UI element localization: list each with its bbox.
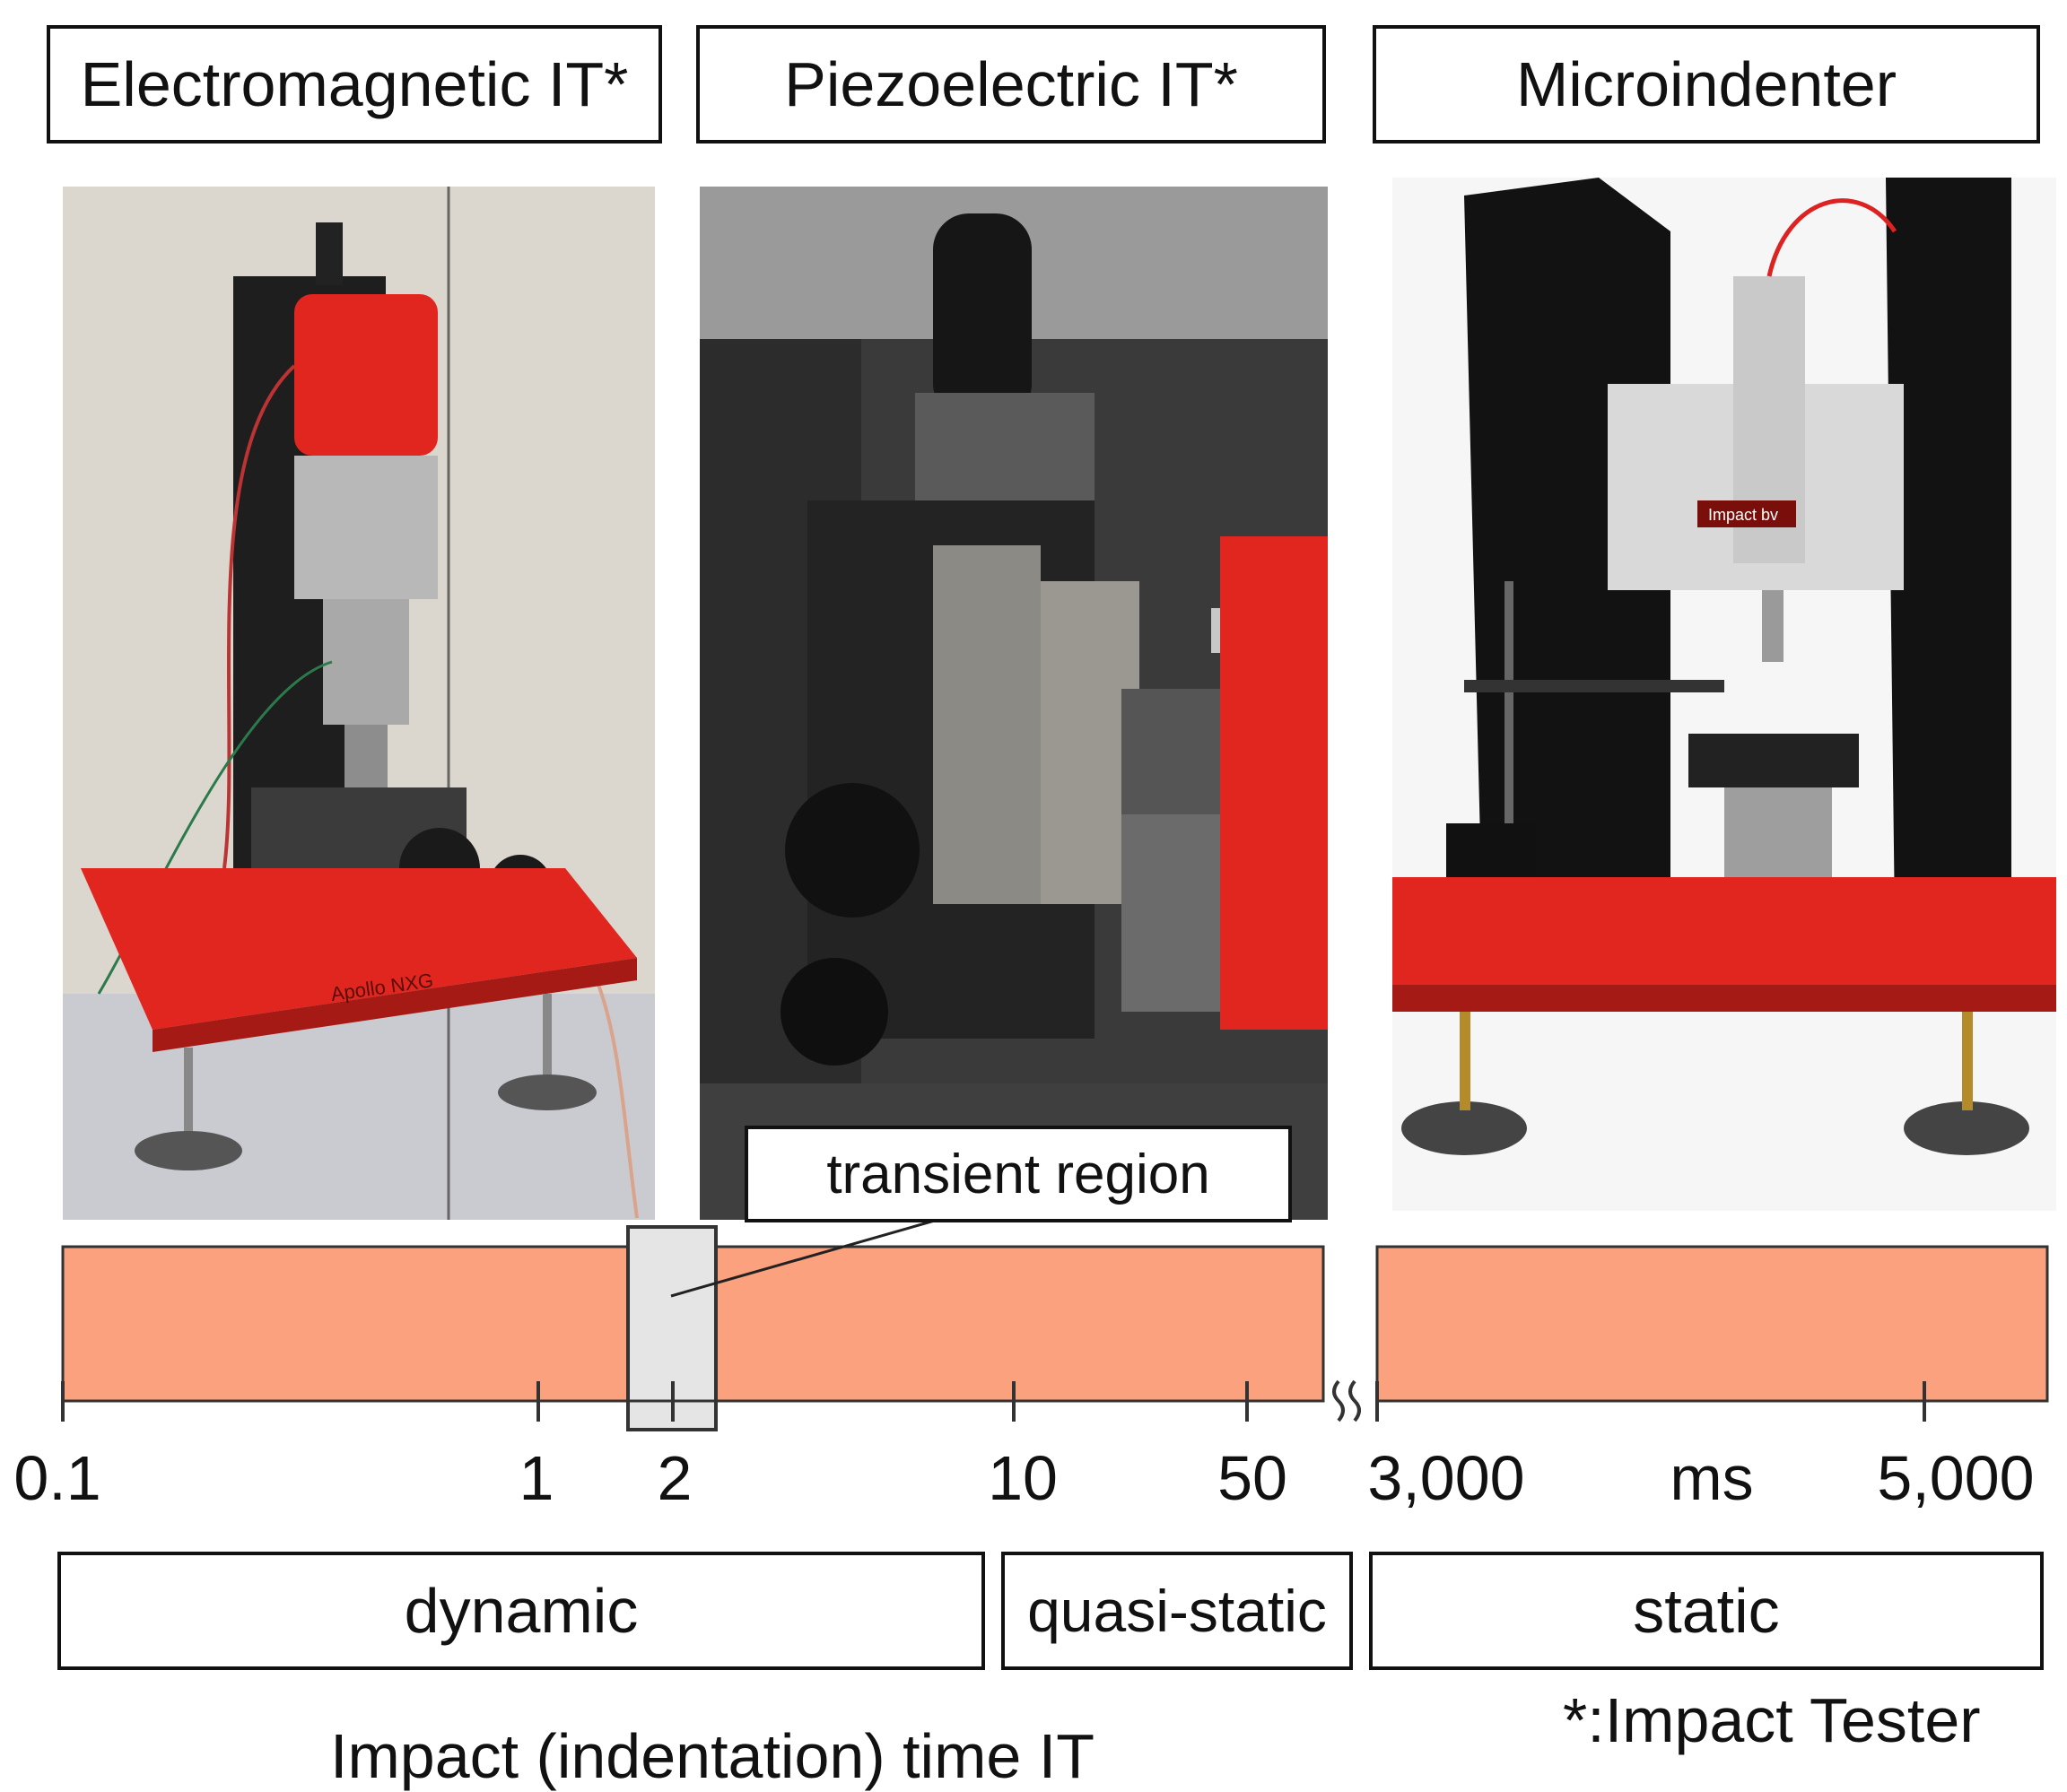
regime-static-label: static (1633, 1576, 1780, 1646)
timeline-band-right (1375, 1245, 2049, 1403)
time-axis-diagram (61, 1218, 2049, 1431)
piezoelectric-tester-illustration (700, 187, 1328, 1220)
tick-label-3000: 3,000 (1367, 1443, 1525, 1513)
regime-dynamic-label: dynamic (404, 1576, 639, 1646)
tick-label-0.1: 0.1 (13, 1443, 101, 1513)
tick-label-50: 50 (1217, 1443, 1287, 1513)
microindenter-illustration: Impact bv (1392, 178, 2056, 1211)
regime-dynamic: dynamic (57, 1552, 985, 1670)
tick-label-5000: 5,000 (1877, 1443, 2035, 1513)
microindenter-photo: Impact bv (1392, 178, 2056, 1211)
axis-unit-label: ms (1670, 1443, 1754, 1513)
header-piezoelectric-label: Piezoelectric IT* (784, 49, 1238, 119)
axis-title: Impact (indentation) time IT (330, 1721, 1095, 1791)
electromagnetic-impact-tester-photo: Apollo NXG (63, 187, 655, 1220)
electromagnetic-tester-illustration: Apollo NXG (63, 187, 655, 1220)
transient-region-callout: transient region (745, 1126, 1292, 1222)
header-piezoelectric: Piezoelectric IT* (696, 25, 1326, 144)
tick-label-2: 2 (657, 1443, 693, 1513)
plate-label: Impact bv (1708, 506, 1778, 524)
footnote: *:Impact Tester (1563, 1685, 1981, 1755)
header-microindenter-label: Microindenter (1515, 49, 1897, 119)
transient-leader-line (670, 1218, 938, 1298)
regime-quasi-static-label: quasi-static (1027, 1578, 1327, 1644)
axis-break-mark (1332, 1379, 1361, 1422)
header-electromagnetic: Electromagnetic IT* (47, 25, 662, 144)
tick-label-1: 1 (519, 1443, 554, 1513)
tick-label-10: 10 (988, 1443, 1058, 1513)
regime-quasi-static: quasi-static (1001, 1552, 1353, 1670)
piezoelectric-impact-tester-photo (700, 187, 1328, 1220)
header-electromagnetic-label: Electromagnetic IT* (80, 49, 629, 119)
transient-region-label: transient region (826, 1143, 1210, 1205)
header-microindenter: Microindenter (1373, 25, 2040, 144)
regime-static: static (1369, 1552, 2044, 1670)
